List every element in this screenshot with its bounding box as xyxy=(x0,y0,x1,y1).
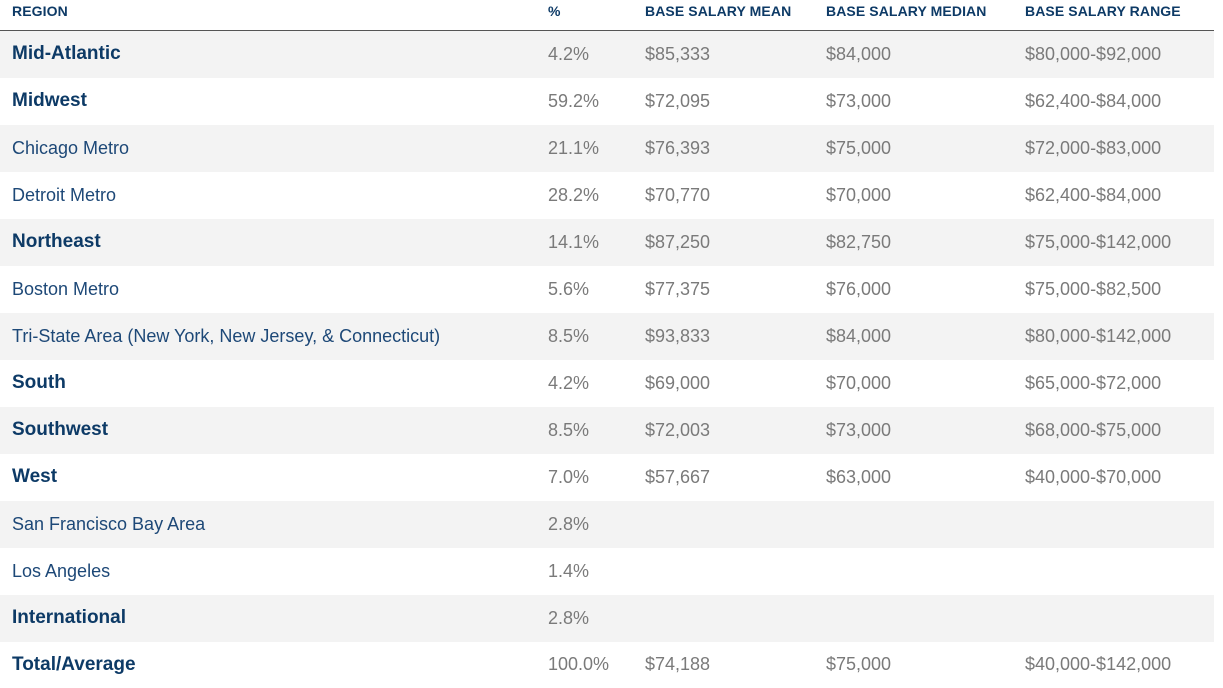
cell-base-salary-range xyxy=(1025,594,1214,642)
cell-percent: 2.8% xyxy=(548,594,645,642)
cell-base-salary-range xyxy=(1025,500,1214,548)
cell-percent: 59.2% xyxy=(548,77,645,125)
table-row: Midwest 59.2% $72,095 $73,000 $62,400-$84,00… xyxy=(0,77,1214,125)
cell-base-salary-median: $70,000 xyxy=(826,171,1025,219)
cell-percent: 100.0% xyxy=(548,641,645,688)
cell-base-salary-median: $73,000 xyxy=(826,77,1025,125)
cell-percent: 5.6% xyxy=(548,265,645,313)
cell-base-salary-mean: $85,333 xyxy=(645,30,826,78)
cell-base-salary-range: $62,400-$84,000 xyxy=(1025,77,1214,125)
cell-percent: 14.1% xyxy=(548,218,645,266)
cell-region: Boston Metro xyxy=(0,265,548,313)
cell-base-salary-range: $65,000-$72,000 xyxy=(1025,359,1214,407)
cell-base-salary-mean xyxy=(645,547,826,595)
cell-base-salary-range: $80,000-$142,000 xyxy=(1025,312,1214,360)
cell-base-salary-mean: $76,393 xyxy=(645,124,826,172)
table-row: Boston Metro 5.6% $77,375 $76,000 $75,000-$8… xyxy=(0,265,1214,313)
cell-base-salary-range: $72,000-$83,000 xyxy=(1025,124,1214,172)
table-row: Chicago Metro 21.1% $76,393 $75,000 $72,000-… xyxy=(0,124,1214,172)
cell-region: Northeast xyxy=(0,218,548,266)
cell-base-salary-mean: $72,003 xyxy=(645,406,826,454)
cell-base-salary-median: $84,000 xyxy=(826,30,1025,78)
cell-percent: 4.2% xyxy=(548,30,645,78)
table-row: Tri-State Area (New York, New Jersey, & … xyxy=(0,312,1214,360)
cell-region: Midwest xyxy=(0,77,548,125)
cell-percent: 8.5% xyxy=(548,312,645,360)
cell-base-salary-median: $75,000 xyxy=(826,124,1025,172)
table-header-row: REGION % BASE SALARY MEAN BASE SALARY ME… xyxy=(0,0,1214,31)
table-row: Mid-Atlantic 4.2% $85,333 $84,000 $80,000-$9… xyxy=(0,30,1214,78)
cell-region: South xyxy=(0,359,548,407)
cell-base-salary-range: $62,400-$84,000 xyxy=(1025,171,1214,219)
cell-base-salary-median: $84,000 xyxy=(826,312,1025,360)
cell-region: Mid-Atlantic xyxy=(0,30,548,78)
header-base-salary-median: BASE SALARY MEDIAN xyxy=(826,0,1025,31)
cell-region: Chicago Metro xyxy=(0,124,548,172)
table-body: Mid-Atlantic 4.2% $85,333 $84,000 $80,000-$9… xyxy=(0,30,1214,688)
cell-base-salary-mean: $93,833 xyxy=(645,312,826,360)
cell-base-salary-mean: $87,250 xyxy=(645,218,826,266)
header-base-salary-range: BASE SALARY RANGE xyxy=(1025,0,1214,31)
cell-base-salary-range: $40,000-$70,000 xyxy=(1025,453,1214,501)
cell-base-salary-mean: $77,375 xyxy=(645,265,826,313)
cell-base-salary-range: $80,000-$92,000 xyxy=(1025,30,1214,78)
cell-base-salary-range xyxy=(1025,547,1214,595)
cell-base-salary-range: $40,000-$142,000 xyxy=(1025,641,1214,688)
header-percent: % xyxy=(548,0,645,31)
cell-region: Southwest xyxy=(0,406,548,454)
cell-percent: 8.5% xyxy=(548,406,645,454)
table-row: South 4.2% $69,000 $70,000 $65,000-$72,000 xyxy=(0,359,1214,407)
table-row: Detroit Metro 28.2% $70,770 $70,000 $62,400-… xyxy=(0,171,1214,219)
cell-base-salary-range: $75,000-$142,000 xyxy=(1025,218,1214,266)
cell-percent: 4.2% xyxy=(548,359,645,407)
table-row: Northeast 14.1% $87,250 $82,750 $75,000-$142… xyxy=(0,218,1214,266)
cell-region: Tri-State Area (New York, New Jersey, & … xyxy=(0,312,548,360)
cell-region: West xyxy=(0,453,548,501)
cell-base-salary-mean xyxy=(645,500,826,548)
cell-base-salary-mean: $70,770 xyxy=(645,171,826,219)
cell-percent: 7.0% xyxy=(548,453,645,501)
cell-base-salary-mean: $74,188 xyxy=(645,641,826,688)
cell-base-salary-range: $68,000-$75,000 xyxy=(1025,406,1214,454)
cell-percent: 1.4% xyxy=(548,547,645,595)
table-row: West 7.0% $57,667 $63,000 $40,000-$70,000 xyxy=(0,453,1214,501)
cell-base-salary-median xyxy=(826,500,1025,548)
cell-percent: 21.1% xyxy=(548,124,645,172)
table-row: Los Angeles 1.4% xyxy=(0,547,1214,595)
cell-region: Los Angeles xyxy=(0,547,548,595)
cell-region: Detroit Metro xyxy=(0,171,548,219)
cell-percent: 28.2% xyxy=(548,171,645,219)
cell-base-salary-median: $76,000 xyxy=(826,265,1025,313)
table-row: Southwest 8.5% $72,003 $73,000 $68,000-$75,0… xyxy=(0,406,1214,454)
table-row: San Francisco Bay Area 2.8% xyxy=(0,500,1214,548)
cell-base-salary-median xyxy=(826,547,1025,595)
cell-region: Total/Average xyxy=(0,641,548,688)
cell-base-salary-median xyxy=(826,594,1025,642)
cell-base-salary-mean: $69,000 xyxy=(645,359,826,407)
header-region: REGION xyxy=(0,0,548,31)
table-row: International 2.8% xyxy=(0,594,1214,642)
table-row: Total/Average 100.0% $74,188 $75,000 $40,000… xyxy=(0,641,1214,688)
cell-region: International xyxy=(0,594,548,642)
header-base-salary-mean: BASE SALARY MEAN xyxy=(645,0,826,31)
cell-base-salary-mean: $57,667 xyxy=(645,453,826,501)
cell-base-salary-mean xyxy=(645,594,826,642)
cell-base-salary-median: $75,000 xyxy=(826,641,1025,688)
cell-base-salary-mean: $72,095 xyxy=(645,77,826,125)
cell-base-salary-median: $73,000 xyxy=(826,406,1025,454)
cell-percent: 2.8% xyxy=(548,500,645,548)
cell-base-salary-median: $63,000 xyxy=(826,453,1025,501)
cell-base-salary-median: $70,000 xyxy=(826,359,1025,407)
cell-region: San Francisco Bay Area xyxy=(0,500,548,548)
cell-base-salary-range: $75,000-$82,500 xyxy=(1025,265,1214,313)
cell-base-salary-median: $82,750 xyxy=(826,218,1025,266)
